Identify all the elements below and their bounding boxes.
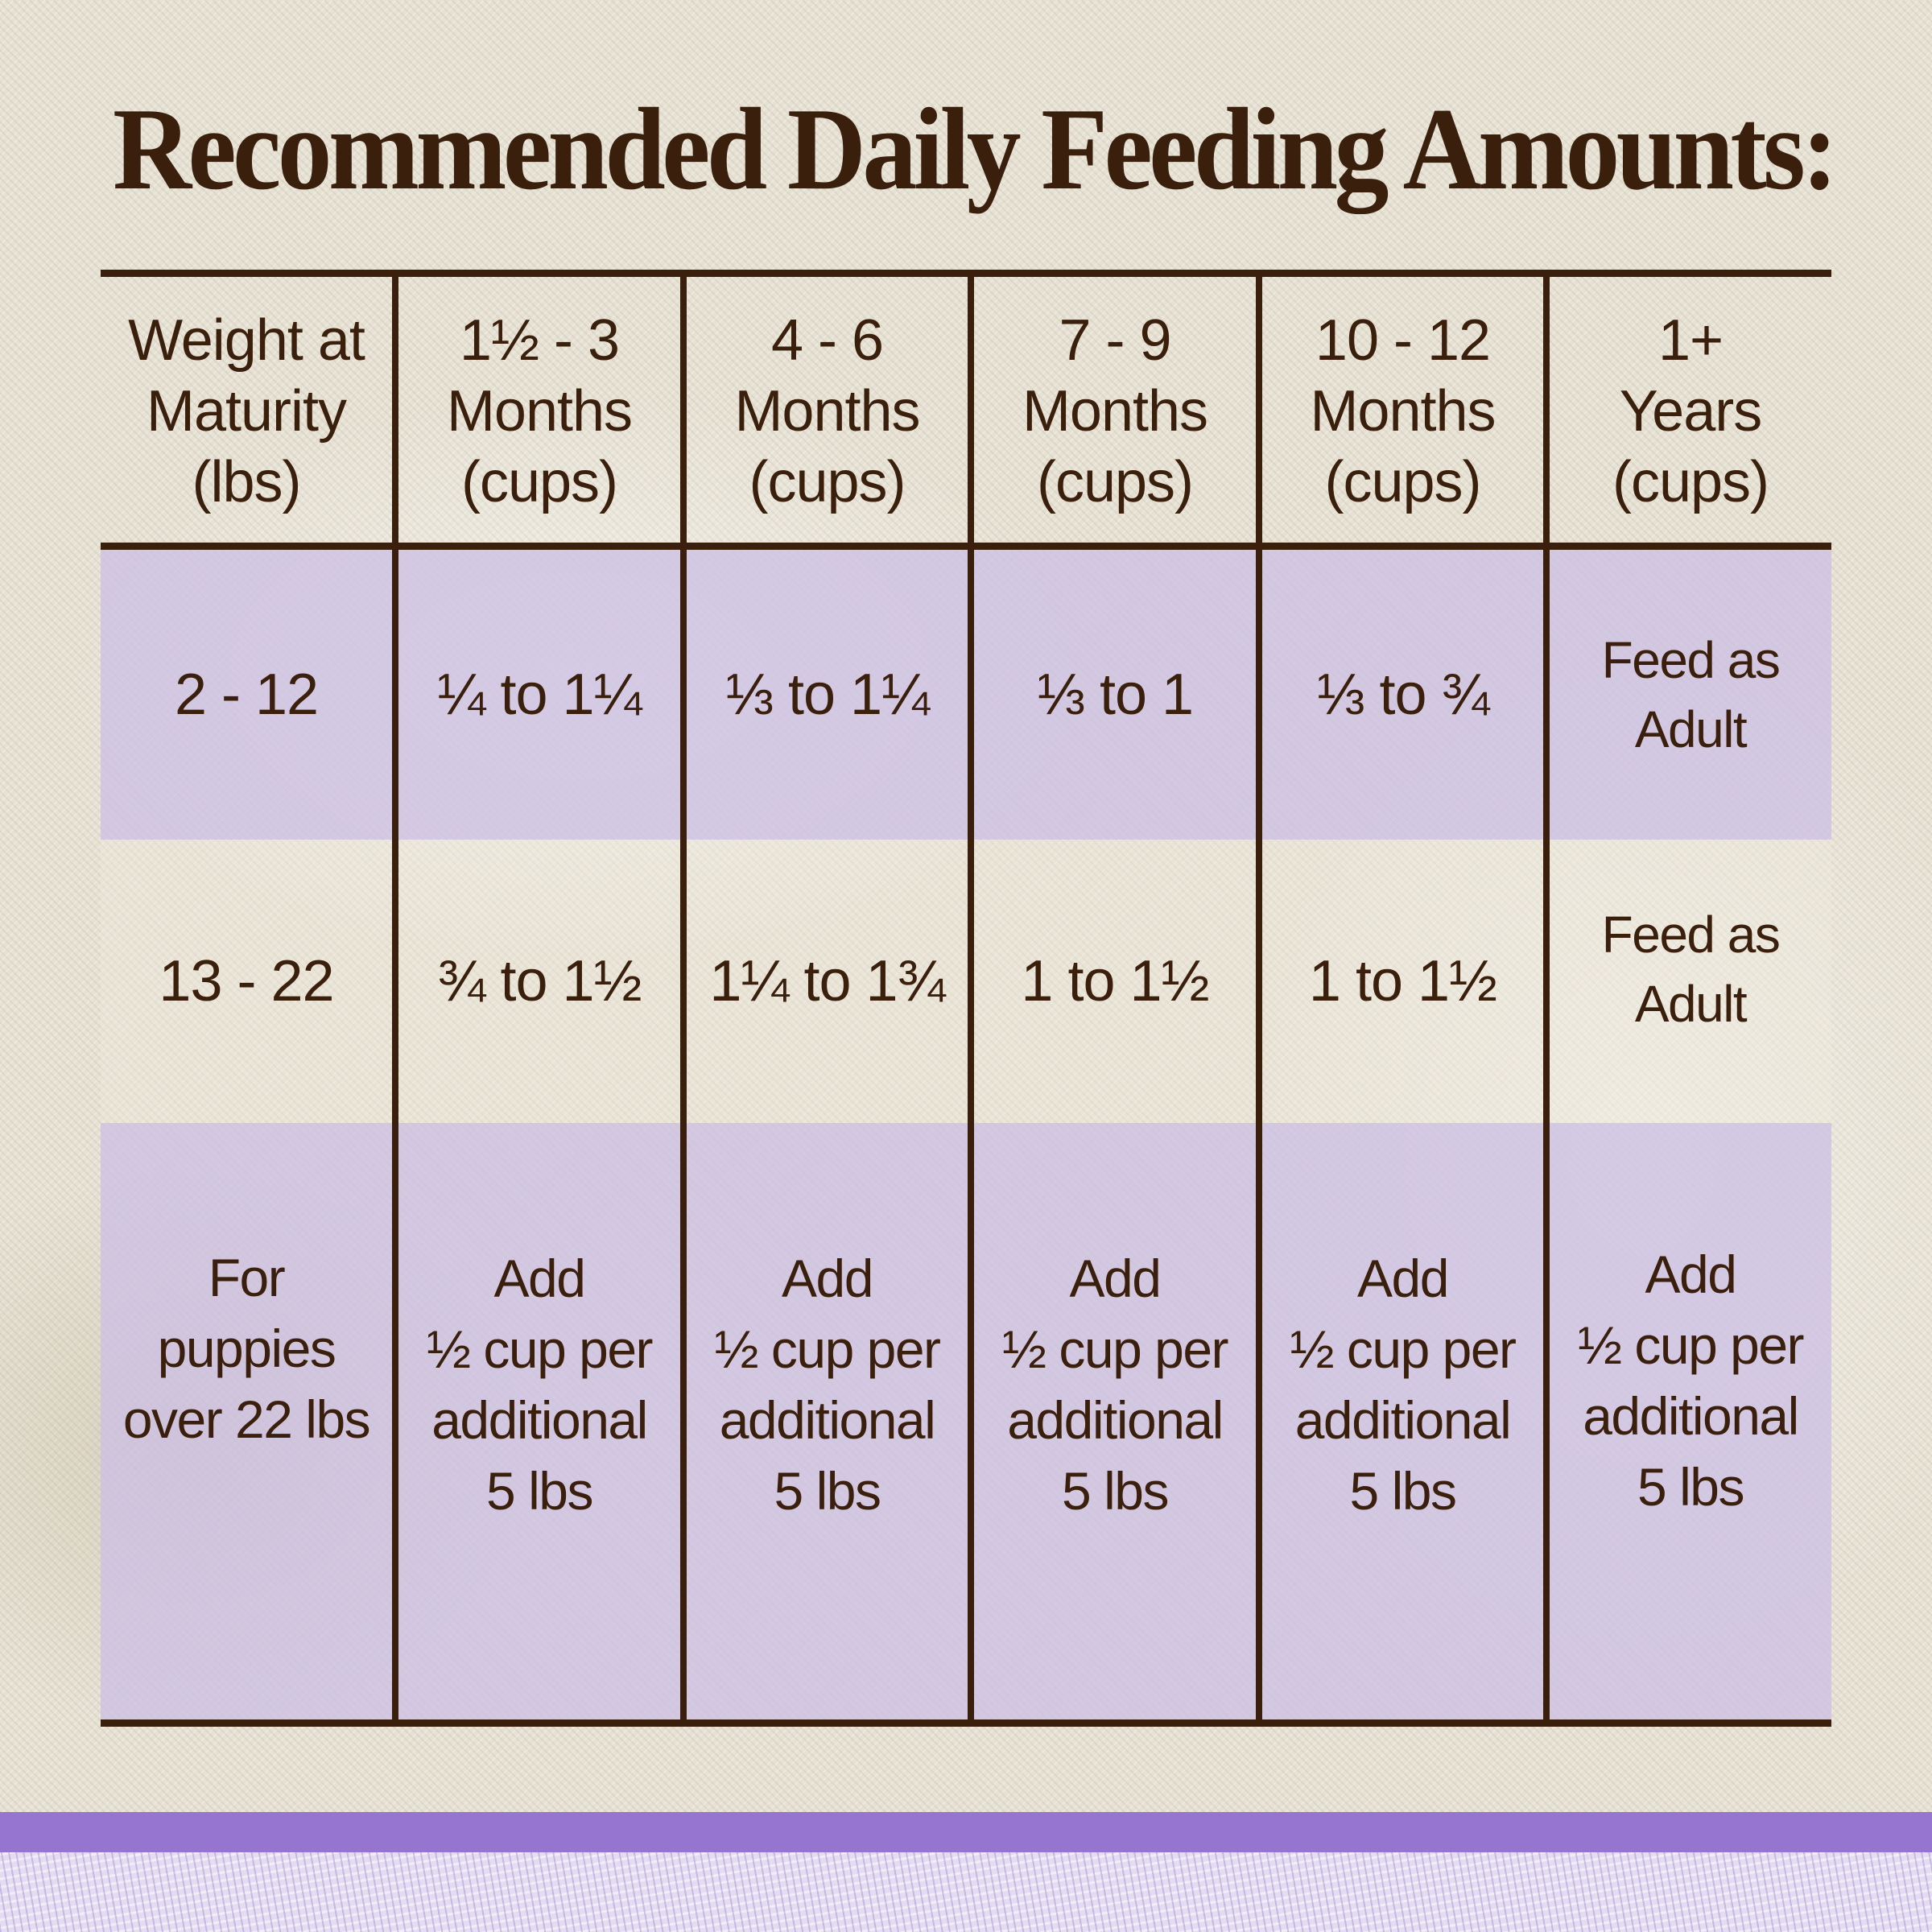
row-band-3	[101, 1123, 1831, 1720]
header-line: 1½ - 3	[459, 308, 620, 373]
row2-weight: 13 - 22	[101, 840, 392, 1123]
cell-line: Add	[782, 1249, 873, 1308]
header-line: (cups)	[460, 449, 618, 514]
cell-value: 2 - 12	[174, 663, 319, 727]
cell-line: Add	[493, 1249, 586, 1308]
cell-value: ¼ to 1¼	[437, 663, 642, 727]
header-10-12-months: 10 - 12 Months (cups)	[1262, 277, 1543, 545]
cell-value: ⅓ to ¾	[1316, 663, 1489, 727]
header-line: Maturity	[146, 378, 347, 444]
row2-1-plus-years: Feed as Adult	[1550, 840, 1831, 1123]
cell-value: ⅓ to 1¼	[724, 663, 930, 727]
cell-line: Add	[1069, 1249, 1162, 1308]
header-line: 7 - 9	[1059, 308, 1171, 373]
header-1-plus-years: 1+ Years (cups)	[1550, 277, 1831, 545]
row2-1-5-3-months: ¾ to 1½	[398, 840, 680, 1123]
row3-10-12-months: Add ½ cup per additional 5 lbs	[1262, 1123, 1543, 1646]
row1-4-6-months: ⅓ to 1¼	[687, 550, 968, 840]
cell-line: 5 lbs	[774, 1461, 881, 1521]
row3-1-5-3-months: Add ½ cup per additional 5 lbs	[398, 1123, 680, 1646]
header-line: (lbs)	[192, 449, 302, 514]
cell-line: ½ cup per	[1577, 1315, 1805, 1375]
column-divider	[392, 270, 398, 1727]
header-7-9-months: 7 - 9 Months (cups)	[974, 277, 1256, 545]
row1-7-9-months: ⅓ to 1	[974, 550, 1256, 840]
column-divider	[968, 270, 974, 1727]
cell-line: over 22 lbs	[122, 1389, 371, 1449]
page-title: Recommended Daily Feeding Amounts:	[113, 84, 1838, 214]
cell-line: additional	[431, 1390, 648, 1450]
header-line: Years	[1619, 378, 1762, 444]
cell-line: ½ cup per	[1001, 1319, 1229, 1379]
table-bottom-rule	[101, 1719, 1831, 1727]
row1-10-12-months: ⅓ to ¾	[1262, 550, 1543, 840]
cell-line: additional	[1007, 1390, 1224, 1450]
cell-line: additional	[1583, 1386, 1799, 1446]
row3-1-plus-years: Add ½ cup per additional 5 lbs	[1550, 1123, 1831, 1638]
header-line: Months	[446, 378, 633, 444]
column-divider	[680, 270, 687, 1727]
cell-value: 1 to 1½	[1021, 949, 1209, 1013]
row1-1-plus-years: Feed as Adult	[1550, 550, 1831, 840]
cell-line: Add	[1645, 1245, 1737, 1304]
cell-value: 1¼ to 1¾	[709, 949, 945, 1013]
row1-weight: 2 - 12	[101, 550, 392, 840]
header-line: 4 - 6	[770, 308, 884, 373]
cell-line: puppies	[157, 1319, 336, 1378]
cell-line: ½ cup per	[714, 1319, 941, 1379]
cell-line: ½ cup per	[1290, 1319, 1517, 1379]
feeding-table: Weight at Maturity (lbs) 1½ - 3 Months (…	[101, 270, 1831, 1727]
cell-value: 13 - 22	[159, 949, 334, 1013]
cell-value: ¾ to 1½	[437, 949, 642, 1013]
header-4-6-months: 4 - 6 Months (cups)	[687, 277, 968, 545]
cell-line: 5 lbs	[1062, 1461, 1169, 1521]
header-line: Months	[734, 378, 920, 444]
accent-stripe	[0, 1812, 1932, 1852]
row2-7-9-months: 1 to 1½	[974, 840, 1256, 1123]
header-line: (cups)	[1612, 449, 1769, 514]
cell-line: Feed as	[1601, 631, 1781, 689]
cell-line: Adult	[1634, 975, 1748, 1033]
table-top-rule	[101, 270, 1831, 277]
cell-line: additional	[719, 1390, 936, 1450]
header-bottom-rule	[101, 543, 1831, 550]
header-line: 10 - 12	[1315, 308, 1491, 373]
footer-texture-band	[0, 1852, 1932, 1932]
header-line: (cups)	[1324, 449, 1481, 514]
row3-weight: For puppies over 22 lbs	[101, 1123, 392, 1574]
header-line: Months	[1310, 378, 1496, 444]
row3-7-9-months: Add ½ cup per additional 5 lbs	[974, 1123, 1256, 1646]
row2-10-12-months: 1 to 1½	[1262, 840, 1543, 1123]
row2-4-6-months: 1¼ to 1¾	[687, 840, 968, 1123]
header-line: Weight at	[128, 308, 365, 373]
row-band-2	[101, 840, 1831, 1123]
cell-line: For	[208, 1248, 286, 1307]
header-weight: Weight at Maturity (lbs)	[101, 277, 392, 545]
header-line: Months	[1022, 378, 1208, 444]
cell-value: ⅓ to 1	[1036, 663, 1194, 727]
cell-value: 1 to 1½	[1308, 949, 1497, 1013]
header-line: (cups)	[1036, 449, 1194, 514]
row1-1-5-3-months: ¼ to 1¼	[398, 550, 680, 840]
row3-4-6-months: Add ½ cup per additional 5 lbs	[687, 1123, 968, 1646]
column-divider	[1256, 270, 1262, 1727]
cell-line: ½ cup per	[426, 1319, 654, 1379]
header-line: 1+	[1657, 308, 1724, 373]
cell-line: Add	[1357, 1249, 1449, 1308]
cell-line: Adult	[1634, 700, 1748, 758]
row-band-1	[101, 550, 1831, 840]
cell-line: 5 lbs	[1637, 1457, 1744, 1517]
cell-line: 5 lbs	[486, 1461, 593, 1521]
header-1-5-3-months: 1½ - 3 Months (cups)	[398, 277, 680, 545]
column-divider	[1543, 270, 1550, 1727]
cell-line: Feed as	[1601, 906, 1781, 964]
cell-line: additional	[1294, 1390, 1512, 1450]
cell-line: 5 lbs	[1349, 1461, 1457, 1521]
header-line: (cups)	[749, 449, 906, 514]
